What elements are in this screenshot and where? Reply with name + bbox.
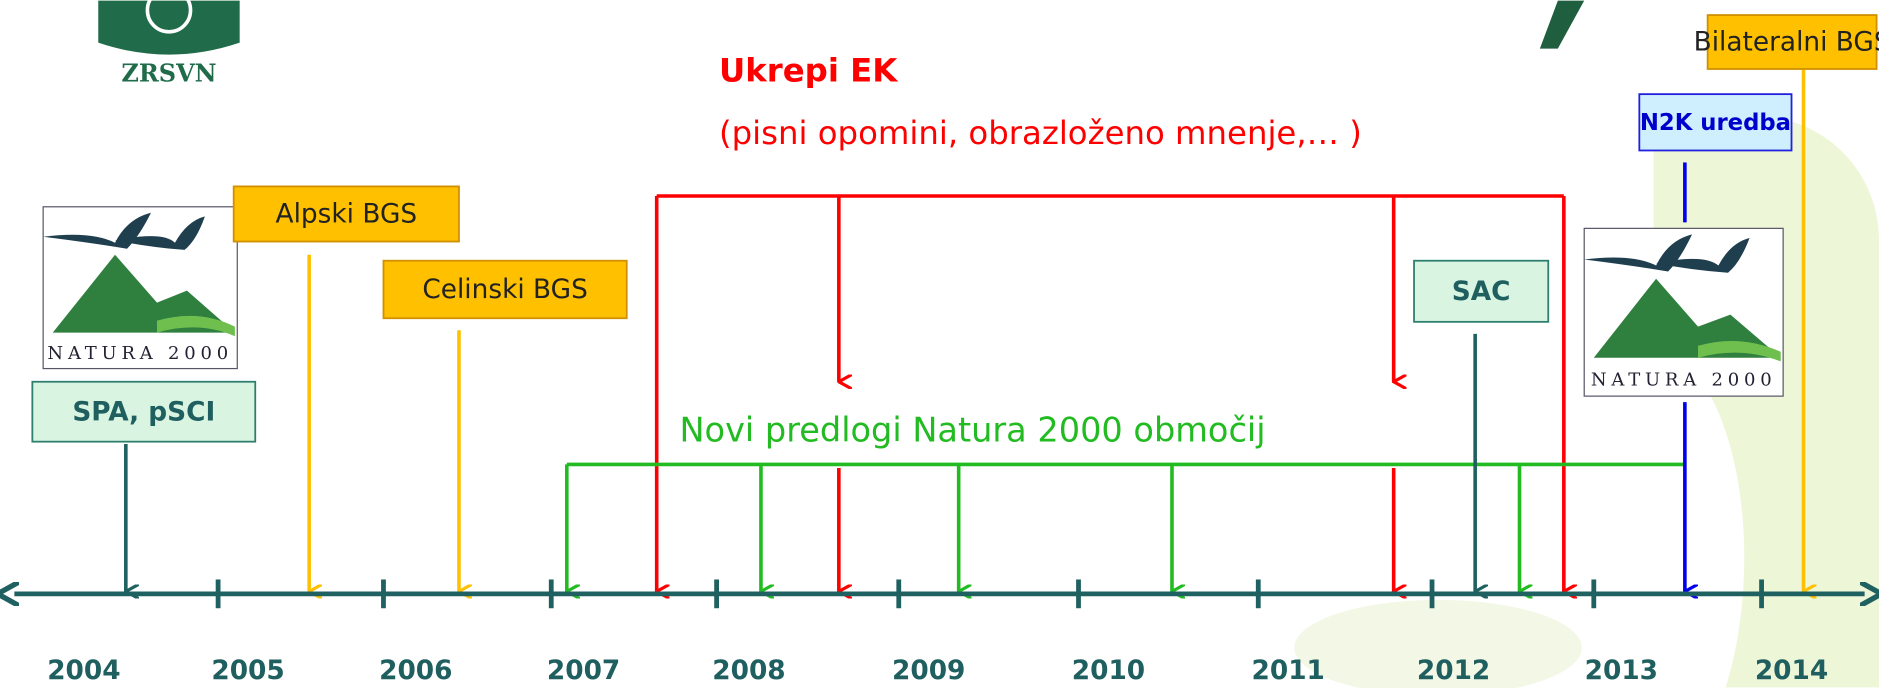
logo-text: ZRSVN xyxy=(121,59,216,87)
box-label: Alpski BGS xyxy=(276,200,418,230)
year-label: 2010 xyxy=(1072,656,1145,686)
box-label: Celinski BGS xyxy=(422,275,587,305)
box-frame xyxy=(1706,14,1878,70)
zrsvn-logo: ZRSVN xyxy=(98,0,240,87)
year-label: 2006 xyxy=(379,656,452,686)
measures-title: Ukrepi EK xyxy=(719,52,899,90)
box-frame xyxy=(1413,259,1550,323)
box-frame xyxy=(382,259,628,320)
year-label: 2012 xyxy=(1417,656,1490,686)
event-box: N2K uredba xyxy=(1638,93,1793,152)
box-label: N2K uredba xyxy=(1640,110,1791,136)
year-label: 2005 xyxy=(211,656,284,686)
natura-logo: NATURA 2000 xyxy=(42,206,238,370)
natura-text: NATURA 2000 xyxy=(1591,370,1777,391)
event-box: SPA, pSCI xyxy=(31,380,257,443)
event-box: Alpski BGS xyxy=(232,185,460,243)
box-frame xyxy=(1638,93,1793,152)
year-label: 2013 xyxy=(1585,656,1658,686)
axis xyxy=(14,579,1864,609)
proposal-lines xyxy=(565,462,1684,591)
event-box: Celinski BGS xyxy=(382,259,628,320)
year-label: 2009 xyxy=(892,656,965,686)
box-label: SPA, pSCI xyxy=(72,397,215,427)
event-box: SAC xyxy=(1413,259,1550,323)
proposals-label: Novi predlogi Natura 2000 območij xyxy=(679,411,1265,450)
year-label: 2008 xyxy=(712,656,785,686)
title-fragment xyxy=(1539,0,1585,49)
year-label: 2004 xyxy=(47,656,120,686)
measures-subtitle: (pisni opomini, obrazloženo mnenje,… ) xyxy=(719,114,1362,152)
year-label: 2011 xyxy=(1252,656,1325,686)
box-label: Bilateralni BGS xyxy=(1694,28,1879,58)
natura-logo: NATURA 2000 xyxy=(1583,227,1784,397)
box-label: SAC xyxy=(1452,277,1511,307)
year-label: 2014 xyxy=(1755,656,1828,686)
measures-lines xyxy=(654,194,1564,591)
box-frame xyxy=(31,380,257,443)
natura-text: NATURA 2000 xyxy=(47,343,233,364)
year-label: 2007 xyxy=(547,656,620,686)
event-arrows xyxy=(124,68,1804,591)
background-decoration xyxy=(1294,115,1879,688)
box-frame xyxy=(232,185,460,243)
event-box: Bilateralni BGS xyxy=(1694,14,1879,70)
